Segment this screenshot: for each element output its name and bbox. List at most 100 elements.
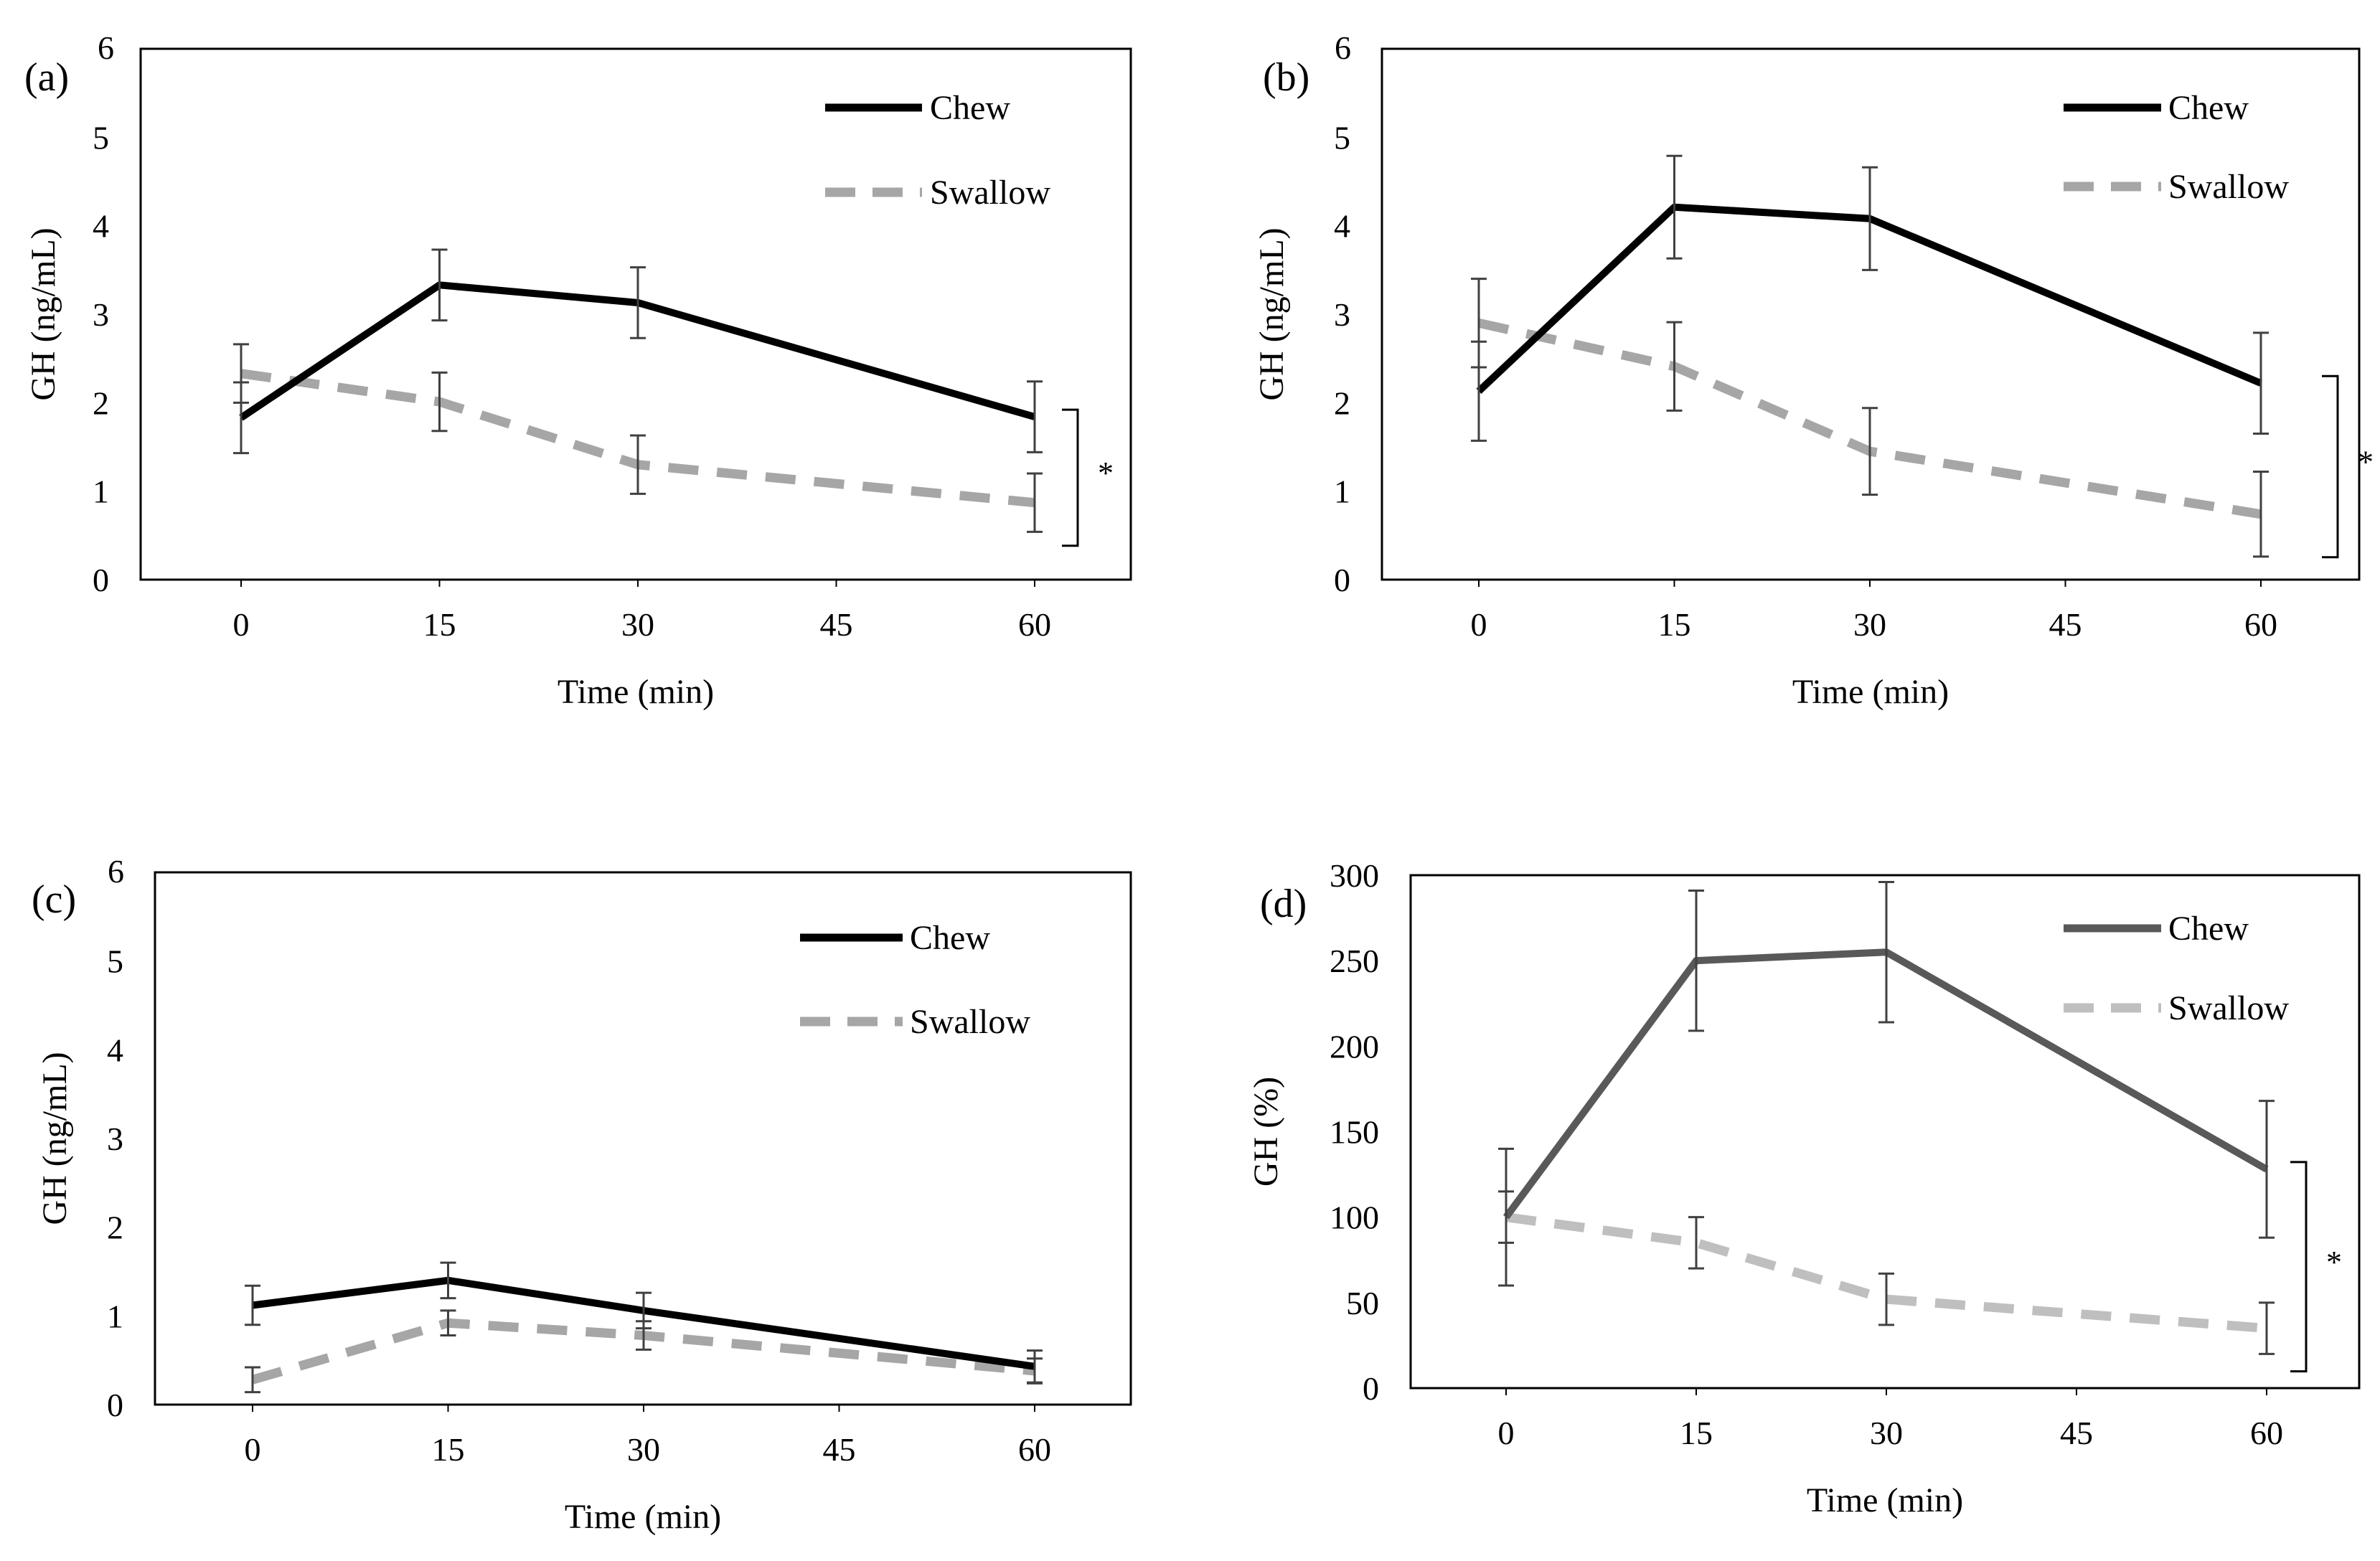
y-tick-label: 1	[1334, 473, 1350, 510]
significance-asterisk: *	[1098, 456, 1114, 491]
y-tick-label: 6	[108, 853, 124, 890]
error-bar-chew	[1666, 154, 1683, 260]
x-tick-label: 45	[823, 1431, 856, 1468]
x-tick-label: 30	[1853, 606, 1886, 643]
y-axis-title: GH (ng/mL)	[1253, 227, 1291, 400]
series-line-swallow	[1477, 318, 2262, 519]
panel-label: (d)	[1260, 882, 1307, 926]
error-bar-swallow	[1862, 407, 1878, 496]
error-bar-swallow	[2259, 1301, 2275, 1355]
legend-label-swallow: Swallow	[2168, 168, 2289, 206]
plot-frame	[139, 47, 1132, 581]
y-tick-label: 300	[1330, 857, 1379, 894]
y-tick-label: 6	[1335, 29, 1351, 66]
x-tick-label: 60	[2244, 606, 2277, 643]
y-tick-label: 1	[93, 473, 109, 510]
bracket-line	[2290, 1161, 2308, 1373]
panel-label: (a)	[24, 55, 69, 100]
y-tick-label: 3	[1334, 296, 1350, 333]
series-line-swallow	[240, 369, 1035, 508]
y-tick-label: 50	[1346, 1285, 1379, 1321]
y-tick-label: 0	[93, 562, 109, 598]
y-tick-label: 250	[1330, 943, 1379, 979]
y-tick-label: 5	[93, 119, 109, 156]
legend-label-swallow: Swallow	[930, 174, 1050, 212]
series-line-chew	[252, 1276, 1035, 1370]
bracket-line	[2322, 374, 2339, 559]
x-axis-title: Time (min)	[565, 1498, 721, 1536]
y-tick-label: 4	[93, 208, 109, 245]
x-axis-title: Time (min)	[558, 673, 714, 711]
x-tick-label: 45	[820, 606, 853, 643]
x-axis-title: Time (min)	[1792, 673, 1949, 711]
legend-label-chew: Chew	[910, 919, 990, 957]
error-bar-chew	[1471, 340, 1487, 442]
plot-frame	[1381, 47, 2361, 581]
error-bar-swallow	[431, 371, 448, 433]
x-tick-label: 60	[1018, 1431, 1051, 1468]
error-bar-chew	[636, 1291, 652, 1330]
x-axis-title: Time (min)	[1807, 1481, 1963, 1519]
y-tick-label: 6	[98, 29, 114, 66]
x-tick-label: 45	[2060, 1415, 2093, 1451]
x-tick-label: 0	[245, 1431, 261, 1468]
y-axis-title: GH (%)	[1247, 1077, 1285, 1187]
y-tick-label: 0	[1334, 562, 1350, 598]
error-bar-chew	[630, 266, 646, 339]
x-tick-label: 0	[1471, 606, 1487, 643]
y-axis-title: GH (ng/mL)	[24, 227, 62, 400]
series-line-chew	[239, 281, 1036, 421]
legend: Chew Swallow	[825, 89, 1050, 212]
error-bar-chew	[440, 1261, 456, 1300]
error-bar-swallow	[2253, 471, 2269, 558]
significance-asterisk: *	[2358, 444, 2374, 479]
error-bar-chew	[233, 381, 249, 455]
y-tick-label: 150	[1330, 1114, 1379, 1151]
y-tick-label: 200	[1330, 1028, 1379, 1065]
error-bar-chew	[1027, 1349, 1043, 1384]
y-tick-label: 2	[1334, 385, 1350, 421]
series-line-chew	[1476, 203, 2262, 394]
error-bar-chew	[1498, 1147, 1514, 1287]
y-tick-label: 3	[107, 1121, 123, 1157]
error-bar-chew	[245, 1284, 260, 1326]
x-tick-label: 0	[233, 606, 250, 643]
legend-label-chew: Chew	[2168, 89, 2249, 127]
panel-label: (b)	[1263, 55, 1309, 100]
legend: Chew Swallow	[2064, 89, 2289, 206]
x-tick-label: 45	[2049, 606, 2082, 643]
significance-bracket: *	[2290, 1161, 2342, 1373]
x-tick-label: 15	[432, 1431, 465, 1468]
plot-frame	[1409, 874, 2361, 1390]
legend: Chew Swallow	[800, 919, 1030, 1041]
y-tick-label: 4	[1334, 208, 1350, 245]
y-tick-label: 2	[93, 385, 109, 421]
error-bar-swallow	[1688, 1216, 1704, 1270]
y-tick-label: 1	[107, 1298, 123, 1334]
y-tick-label: 2	[107, 1209, 123, 1246]
panel-label: (c)	[32, 877, 76, 922]
x-tick-label: 60	[1018, 606, 1051, 643]
chart-panel-d: (d) 0 50 100 150 200 250 300 0 15 30 45 60 Time (min)…	[1247, 857, 2361, 1519]
significance-bracket: *	[1062, 408, 1114, 547]
y-tick-label: 5	[107, 943, 123, 980]
y-tick-label: 5	[1334, 119, 1350, 156]
x-tick-label: 15	[423, 606, 456, 643]
x-tick-label: 15	[1658, 606, 1691, 643]
y-tick-label: 0	[107, 1387, 123, 1423]
error-bar-chew	[1878, 881, 1894, 1024]
y-tick-label: 4	[107, 1032, 123, 1068]
legend-label-chew: Chew	[2168, 910, 2249, 948]
error-bar-swallow	[1027, 472, 1043, 533]
x-tick-label: 15	[1680, 1415, 1713, 1451]
error-bar-chew	[2253, 331, 2269, 435]
y-axis-title: GH (ng/mL)	[36, 1052, 74, 1225]
legend-label-swallow: Swallow	[910, 1003, 1030, 1041]
error-bar-chew	[1027, 380, 1043, 453]
error-bar-chew	[1862, 166, 1878, 271]
significance-asterisk: *	[2326, 1245, 2342, 1280]
legend: Chew Swallow	[2064, 910, 2289, 1027]
error-bar-chew	[1688, 889, 1704, 1032]
